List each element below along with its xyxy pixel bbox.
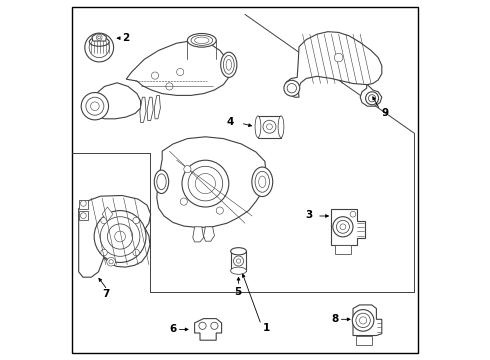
Polygon shape	[102, 207, 113, 221]
Circle shape	[267, 124, 272, 130]
Circle shape	[133, 249, 139, 256]
Circle shape	[360, 317, 367, 324]
Circle shape	[337, 220, 349, 233]
Polygon shape	[157, 137, 267, 228]
Polygon shape	[331, 209, 365, 245]
Circle shape	[80, 213, 86, 219]
Circle shape	[151, 72, 159, 79]
Polygon shape	[204, 227, 215, 241]
Circle shape	[85, 33, 114, 62]
Ellipse shape	[226, 59, 231, 70]
Circle shape	[91, 102, 99, 111]
Text: 7: 7	[102, 289, 109, 299]
Polygon shape	[154, 95, 160, 119]
Circle shape	[100, 217, 140, 256]
Circle shape	[352, 310, 374, 331]
Polygon shape	[79, 211, 88, 220]
Circle shape	[166, 83, 173, 90]
Circle shape	[211, 322, 218, 329]
Text: 8: 8	[331, 314, 339, 324]
Circle shape	[184, 166, 191, 173]
Circle shape	[94, 211, 146, 262]
Circle shape	[340, 224, 346, 230]
Circle shape	[133, 217, 139, 224]
Polygon shape	[285, 32, 382, 106]
Circle shape	[101, 249, 107, 256]
Circle shape	[356, 313, 370, 328]
Circle shape	[86, 97, 104, 115]
Text: 2: 2	[122, 33, 130, 43]
Circle shape	[115, 231, 125, 242]
Circle shape	[182, 160, 229, 207]
Ellipse shape	[255, 116, 261, 138]
Polygon shape	[258, 116, 281, 138]
Text: 3: 3	[305, 210, 313, 220]
Polygon shape	[231, 251, 246, 271]
Circle shape	[287, 84, 296, 93]
Polygon shape	[140, 97, 146, 122]
Text: 4: 4	[226, 117, 234, 127]
Ellipse shape	[259, 176, 266, 188]
Polygon shape	[92, 34, 106, 41]
Circle shape	[366, 92, 379, 105]
Ellipse shape	[255, 171, 270, 192]
Circle shape	[107, 257, 116, 266]
Circle shape	[196, 174, 216, 194]
Circle shape	[180, 198, 187, 205]
Polygon shape	[353, 305, 382, 336]
Circle shape	[176, 68, 184, 76]
Ellipse shape	[195, 37, 209, 44]
Polygon shape	[195, 319, 221, 340]
Circle shape	[233, 256, 244, 266]
Polygon shape	[79, 200, 88, 209]
Circle shape	[334, 53, 343, 62]
Ellipse shape	[154, 170, 169, 194]
Ellipse shape	[157, 174, 166, 190]
Circle shape	[80, 201, 86, 206]
Circle shape	[236, 259, 241, 263]
Text: 6: 6	[170, 324, 177, 334]
Circle shape	[188, 166, 222, 201]
Polygon shape	[356, 336, 372, 345]
Polygon shape	[126, 40, 231, 95]
Circle shape	[81, 93, 109, 120]
Circle shape	[89, 37, 109, 58]
Circle shape	[199, 322, 206, 329]
Ellipse shape	[231, 267, 246, 274]
Circle shape	[284, 80, 300, 96]
Text: 9: 9	[381, 108, 388, 118]
Ellipse shape	[89, 37, 109, 46]
Polygon shape	[335, 245, 351, 254]
Polygon shape	[79, 195, 151, 277]
Text: 5: 5	[234, 287, 242, 297]
Ellipse shape	[252, 167, 273, 197]
Polygon shape	[147, 97, 153, 121]
Circle shape	[109, 260, 113, 264]
Ellipse shape	[187, 33, 216, 47]
Ellipse shape	[191, 35, 213, 45]
Circle shape	[263, 120, 276, 133]
Ellipse shape	[231, 248, 246, 255]
Ellipse shape	[220, 52, 237, 77]
Polygon shape	[92, 83, 141, 119]
Circle shape	[107, 224, 133, 249]
Ellipse shape	[278, 116, 284, 138]
Circle shape	[216, 207, 223, 214]
Circle shape	[350, 211, 356, 217]
Ellipse shape	[223, 55, 234, 74]
Polygon shape	[193, 227, 204, 242]
Circle shape	[368, 95, 376, 102]
Circle shape	[333, 217, 353, 237]
Circle shape	[101, 217, 107, 224]
Text: 1: 1	[263, 323, 270, 333]
